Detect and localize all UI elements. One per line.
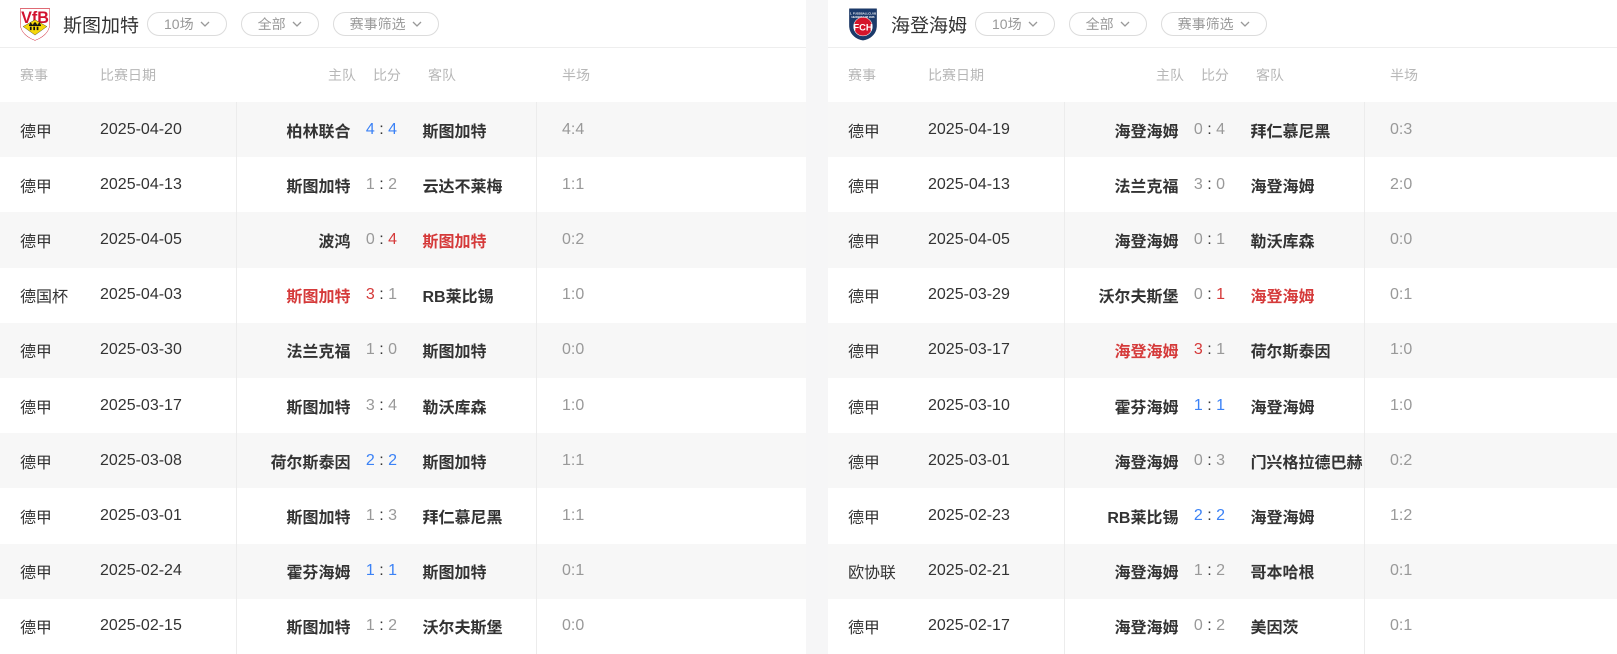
- svg-text:1. FUSSBALLCLUB: 1. FUSSBALLCLUB: [850, 12, 877, 16]
- svg-text:FCH: FCH: [853, 22, 872, 32]
